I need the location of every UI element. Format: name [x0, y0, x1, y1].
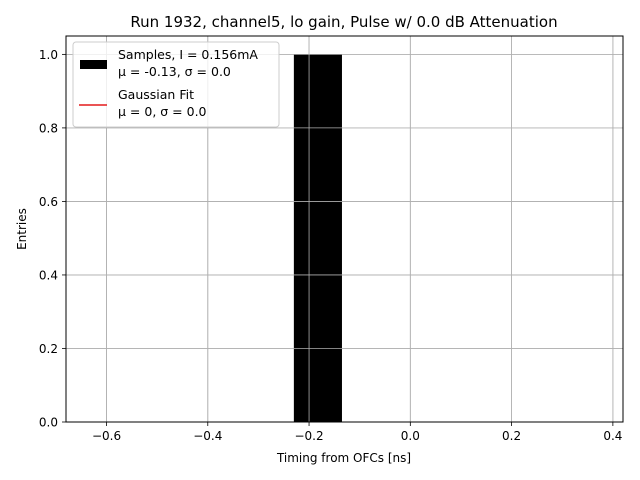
legend-samples-swatch [80, 60, 107, 69]
legend-samples-stats: μ = -0.13, σ = 0.0 [118, 64, 231, 79]
y-tick-label: 0.6 [39, 195, 58, 209]
histogram-bar [293, 54, 342, 422]
legend: Samples, I = 0.156mA μ = -0.13, σ = 0.0 … [72, 41, 280, 128]
x-axis-label: Timing from OFCs [ns] [276, 451, 411, 465]
legend-fit-label: Gaussian Fit [118, 87, 194, 102]
legend-samples-label: Samples, I = 0.156mA [118, 47, 258, 62]
y-tick-label: 0.4 [39, 268, 58, 282]
y-tick-label: 1.0 [39, 48, 58, 62]
legend-fit-stats: μ = 0, σ = 0.0 [118, 104, 207, 119]
legend-box [72, 41, 280, 128]
x-tick-label: −0.2 [294, 429, 323, 443]
x-tick-label: 0.2 [502, 429, 521, 443]
x-tick-label: −0.6 [92, 429, 121, 443]
x-tick-label: 0.4 [603, 429, 622, 443]
x-tick-label: 0.0 [401, 429, 420, 443]
x-axis-ticks: −0.6 −0.4 −0.2 0.0 0.2 0.4 [92, 422, 622, 443]
plot-area-frame [65, 35, 624, 423]
histogram-bars [66, 36, 623, 423]
y-axis-label: Entries [15, 208, 29, 250]
x-tick-label: −0.4 [193, 429, 222, 443]
y-axis-ticks: 0.0 0.2 0.4 0.6 0.8 1.0 [39, 48, 66, 430]
y-tick-label: 0.0 [39, 416, 58, 430]
chart-title: Run 1932, channel5, lo gain, Pulse w/ 0.… [130, 13, 557, 31]
y-tick-label: 0.2 [39, 342, 58, 356]
y-tick-label: 0.8 [39, 121, 58, 135]
